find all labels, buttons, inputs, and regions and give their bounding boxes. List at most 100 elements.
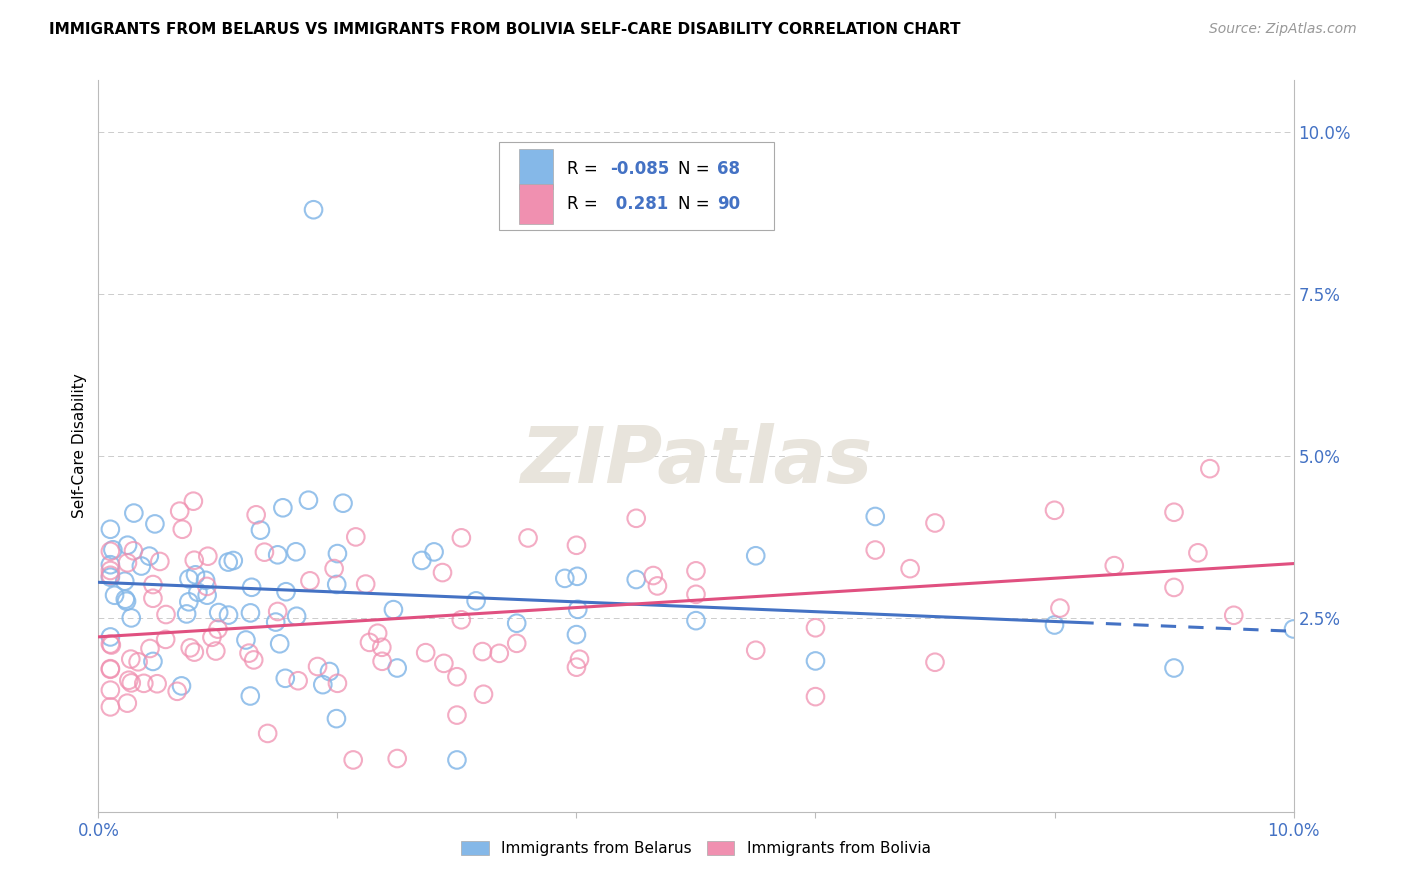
Point: [326, 676, 349, 690]
Point: [183, 494, 205, 508]
Point: [183, 553, 205, 567]
Point: [98, 564, 122, 578]
Point: [898, 561, 921, 575]
Point: [127, 655, 149, 669]
Point: [326, 547, 349, 561]
Point: [242, 653, 264, 667]
Point: [385, 751, 409, 765]
Point: [100, 638, 122, 652]
Point: [745, 643, 768, 657]
Point: [567, 569, 589, 583]
Point: [371, 640, 394, 655]
Point: [179, 640, 201, 655]
Text: 68: 68: [717, 160, 741, 178]
Point: [98, 544, 122, 558]
Point: [568, 652, 591, 666]
Point: [269, 637, 291, 651]
Point: [239, 606, 262, 620]
Point: [567, 602, 589, 616]
Point: [626, 573, 648, 587]
Point: [131, 559, 153, 574]
Point: [565, 660, 588, 674]
Point: [235, 632, 257, 647]
Point: [204, 644, 226, 658]
Point: [325, 712, 347, 726]
Point: [98, 662, 122, 676]
Point: [267, 548, 290, 562]
Y-axis label: Self-Care Disability: Self-Care Disability: [72, 374, 87, 518]
Point: [924, 516, 946, 530]
Point: [142, 577, 165, 591]
Point: [284, 545, 307, 559]
Text: 0.281: 0.281: [610, 195, 668, 213]
Point: [138, 549, 160, 563]
Point: [155, 607, 177, 622]
Text: Source: ZipAtlas.com: Source: ZipAtlas.com: [1209, 22, 1357, 37]
Point: [155, 632, 177, 647]
Point: [114, 574, 136, 589]
Point: [354, 577, 377, 591]
Point: [98, 699, 122, 714]
Point: [554, 571, 576, 585]
Point: [344, 530, 367, 544]
Point: [367, 626, 389, 640]
Point: [382, 602, 405, 616]
Point: [139, 641, 162, 656]
Point: [195, 579, 218, 593]
Text: N =: N =: [678, 195, 714, 213]
Point: [271, 500, 294, 515]
Point: [488, 646, 510, 660]
Point: [98, 558, 122, 572]
Point: [253, 545, 276, 559]
Point: [122, 543, 145, 558]
Point: [1187, 546, 1209, 560]
Point: [643, 568, 665, 582]
Bar: [519, 149, 553, 189]
Point: [149, 554, 172, 568]
Text: 90: 90: [717, 195, 741, 213]
Point: [187, 585, 209, 599]
Point: [143, 516, 166, 531]
Point: [285, 609, 308, 624]
Point: [117, 538, 139, 552]
Point: [195, 588, 218, 602]
Point: [323, 561, 346, 575]
Point: [1043, 503, 1066, 517]
Point: [287, 673, 309, 688]
Point: [120, 676, 142, 690]
Point: [865, 543, 887, 558]
Text: IMMIGRANTS FROM BELARUS VS IMMIGRANTS FROM BOLIVIA SELF-CARE DISABILITY CORRELAT: IMMIGRANTS FROM BELARUS VS IMMIGRANTS FR…: [49, 22, 960, 37]
Point: [166, 684, 188, 698]
Point: [101, 542, 124, 557]
Point: [183, 645, 205, 659]
Point: [1223, 608, 1246, 623]
Point: [122, 506, 145, 520]
Point: [342, 753, 364, 767]
Point: [804, 654, 827, 668]
Point: [465, 594, 488, 608]
Point: [172, 522, 194, 536]
Point: [115, 594, 138, 608]
Point: [274, 671, 297, 685]
Point: [1104, 558, 1126, 573]
Point: [249, 523, 271, 537]
Point: [98, 522, 122, 536]
Point: [1282, 622, 1305, 636]
Point: [98, 570, 122, 584]
Point: [371, 654, 394, 668]
Point: [184, 567, 207, 582]
Point: [117, 556, 139, 570]
FancyBboxPatch shape: [499, 143, 773, 230]
Point: [98, 683, 122, 698]
Point: [118, 673, 141, 688]
Point: [177, 572, 200, 586]
Point: [176, 607, 198, 621]
Point: [170, 679, 193, 693]
Point: [865, 509, 887, 524]
Point: [117, 696, 139, 710]
Point: [240, 580, 263, 594]
Point: [415, 646, 437, 660]
Point: [312, 678, 335, 692]
Bar: [519, 184, 553, 224]
Point: [98, 630, 122, 644]
